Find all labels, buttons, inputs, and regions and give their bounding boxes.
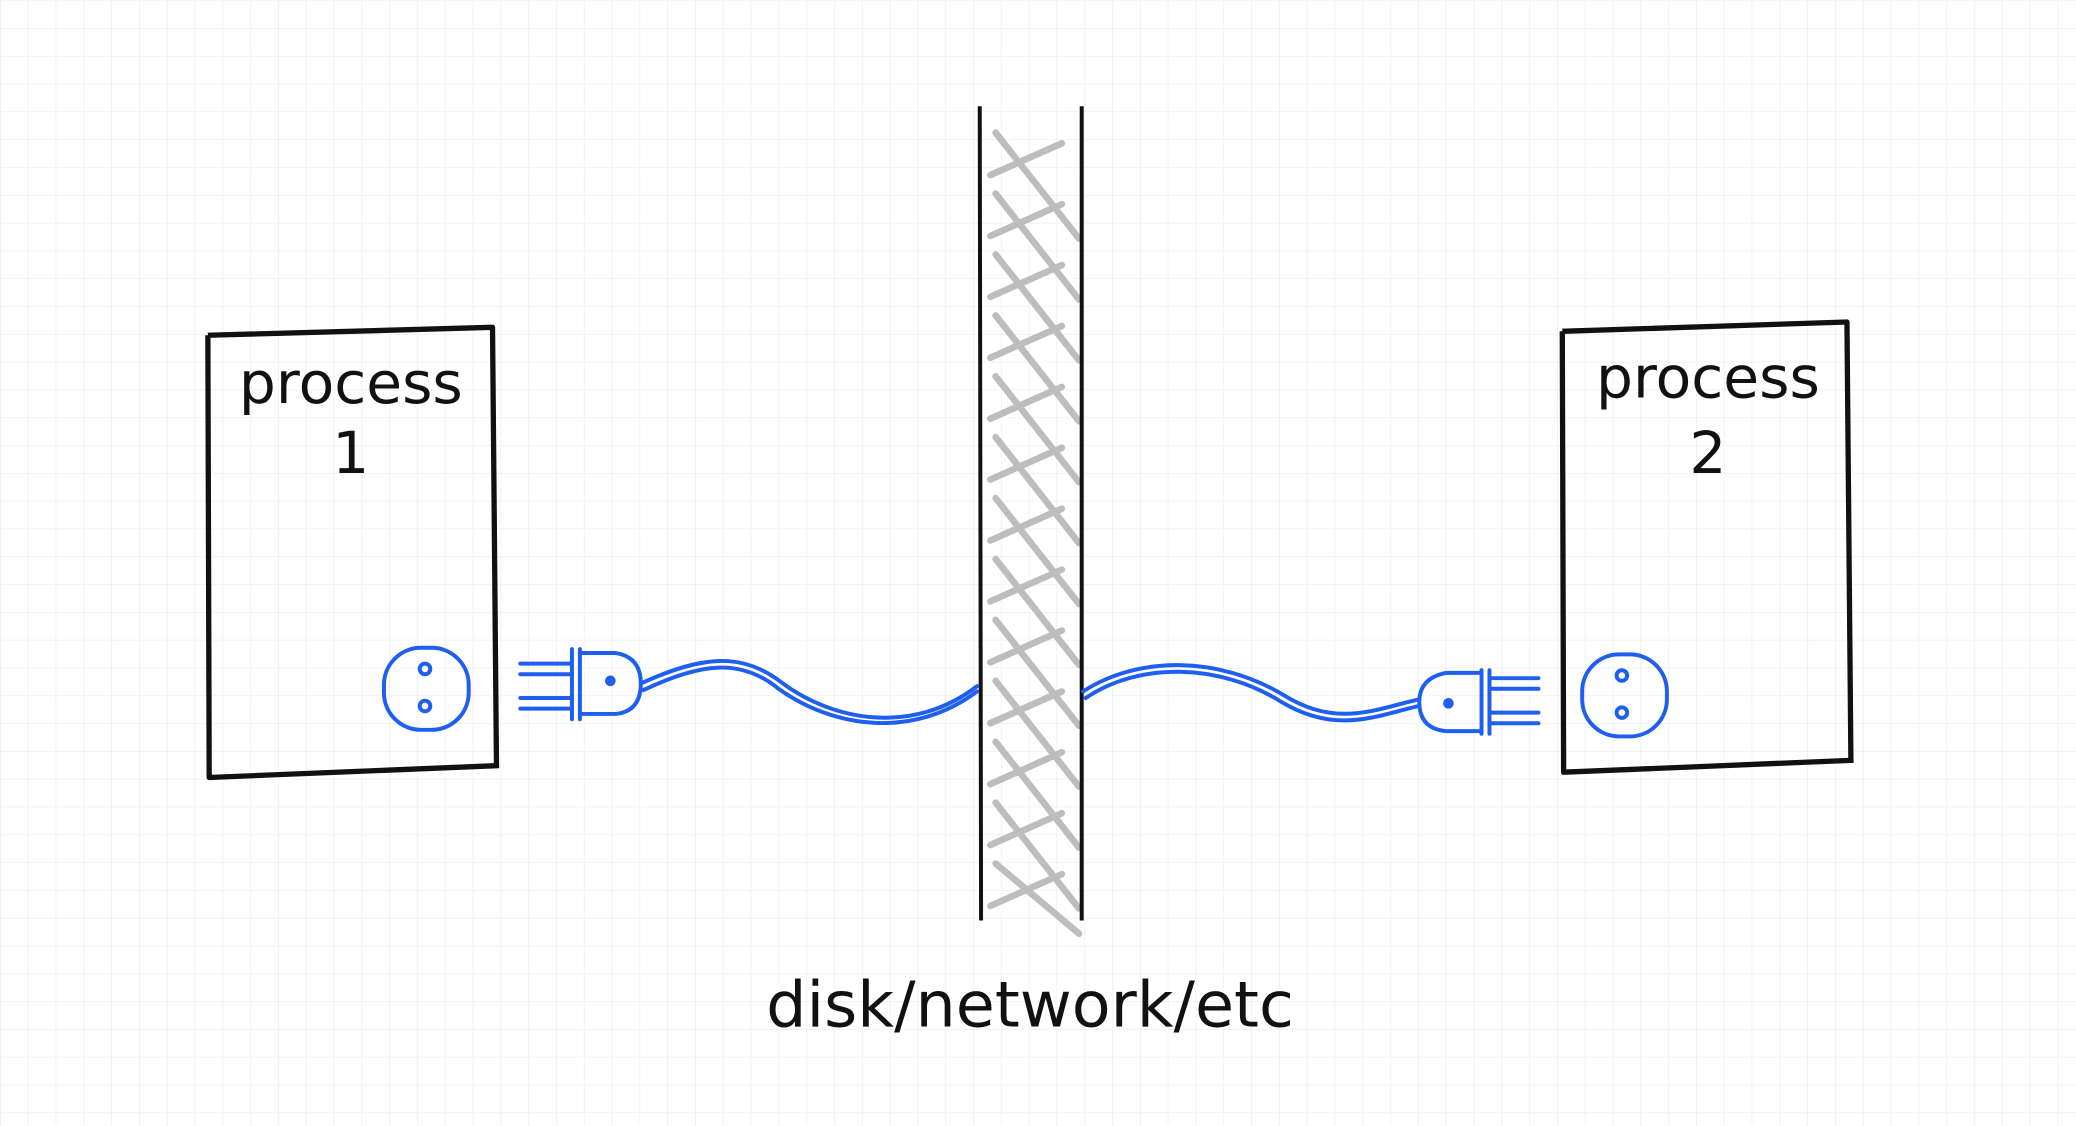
socket [1580,652,1669,739]
hatch-line [987,261,1066,301]
hatch-line [987,200,1066,240]
hatch-line [987,383,1066,422]
cable [638,658,980,725]
hatch-line [992,312,1083,425]
medium-label: disk/network/etc [766,968,1294,1042]
cable [1081,663,1422,723]
hatch-line [987,444,1066,483]
hatch-line [987,870,1066,910]
process-number: 1 [332,419,369,487]
hatch-line [992,616,1083,730]
hatch-line [987,139,1066,179]
process-title: process [239,349,463,417]
hatch-line [992,555,1083,669]
hatch-line [992,860,1083,938]
hatch-line [992,738,1083,851]
hatch-line [992,373,1083,486]
hatch-line [987,566,1066,605]
hatch-line [992,190,1083,303]
process-title: process [1596,344,1820,412]
socket [381,645,471,732]
hatch-line [992,433,1083,547]
wall-left [977,106,984,921]
process-box [1559,319,1854,775]
wall-hatching [987,129,1083,938]
hatch-line [987,809,1066,849]
hatch-line [987,505,1066,544]
hatch-line [992,129,1083,242]
hatch-line [987,749,1066,788]
plug [1417,668,1541,736]
hatch-line [987,627,1066,666]
hatch-line [992,494,1083,608]
hatch-line [992,251,1083,364]
hatch-line [987,322,1066,362]
hatch-line [992,677,1083,791]
hatch-line [987,688,1066,727]
process-number: 2 [1689,419,1726,487]
hatch-line [992,799,1083,912]
process-box [205,324,500,781]
